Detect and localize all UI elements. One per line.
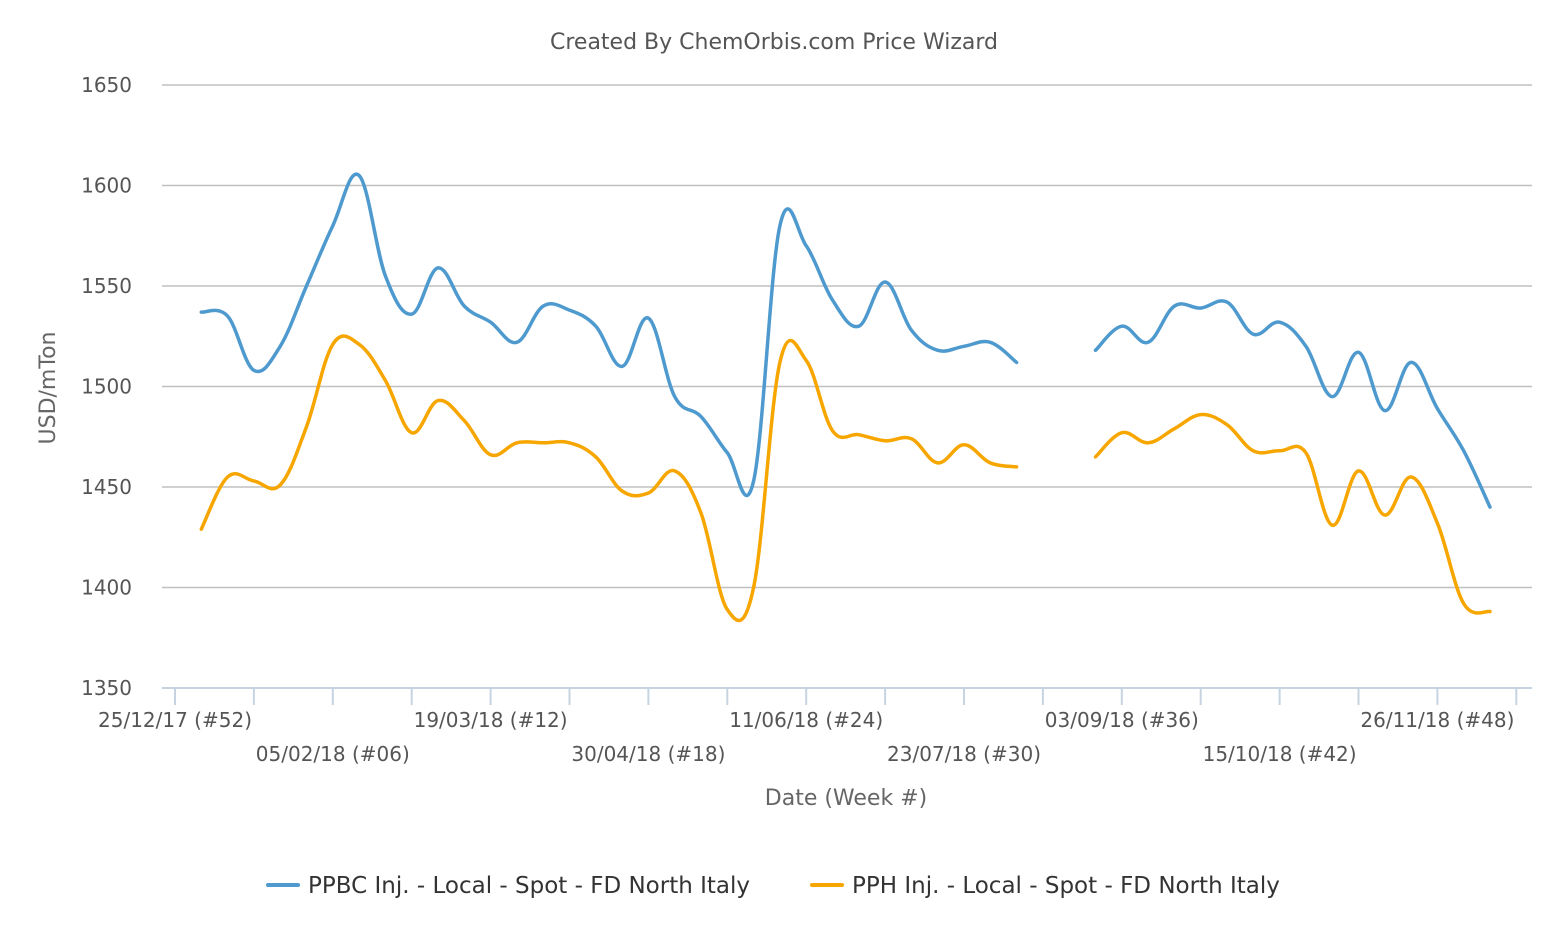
chart-title: Created By ChemOrbis.com Price Wizard	[550, 30, 998, 55]
series-line-2-segment-1	[199, 334, 1019, 623]
x-tick-label: 30/04/18 (#18)	[571, 742, 725, 766]
legend-item-1[interactable]: PPBC Inj. - Local - Spot - FD North Ital…	[266, 873, 750, 899]
y-tick-label: 1400	[81, 576, 132, 600]
y-tick-label: 1350	[81, 676, 132, 700]
x-tick-label: 15/10/18 (#42)	[1203, 742, 1357, 766]
y-tick-label: 1550	[81, 274, 132, 298]
legend-item-2[interactable]: PPH Inj. - Local - Spot - FD North Italy	[810, 873, 1280, 899]
y-tick-label: 1600	[81, 174, 132, 198]
series-line-1-segment-1	[199, 172, 1019, 498]
x-tick-label: 26/11/18 (#48)	[1360, 708, 1514, 732]
y-axis-title: USD/mTon	[36, 332, 61, 445]
legend-label: PPH Inj. - Local - Spot - FD North Italy	[852, 873, 1280, 899]
legend: PPBC Inj. - Local - Spot - FD North Ital…	[266, 873, 1280, 899]
x-axis: 25/12/17 (#52)05/02/18 (#06)19/03/18 (#1…	[98, 687, 1532, 766]
y-axis-ticks: 1650 1600 1550 1500 1450 1400 1350	[81, 73, 132, 700]
x-axis-title: Date (Week #)	[765, 786, 927, 811]
series-line-2-segment-2	[1093, 412, 1492, 615]
y-tick-label: 1650	[81, 73, 132, 97]
series-lines	[199, 172, 1492, 623]
x-tick-label: 03/09/18 (#36)	[1045, 708, 1199, 732]
y-tick-label: 1500	[81, 375, 132, 399]
x-tick-label: 25/12/17 (#52)	[98, 708, 252, 732]
y-tick-label: 1450	[81, 475, 132, 499]
x-tick-label: 05/02/18 (#06)	[256, 742, 410, 766]
x-tick-label: 11/06/18 (#24)	[729, 708, 883, 732]
x-tick-label: 19/03/18 (#12)	[414, 708, 568, 732]
legend-label: PPBC Inj. - Local - Spot - FD North Ital…	[308, 873, 750, 899]
series-line-1-segment-2	[1093, 299, 1492, 509]
x-tick-label: 23/07/18 (#30)	[887, 742, 1041, 766]
